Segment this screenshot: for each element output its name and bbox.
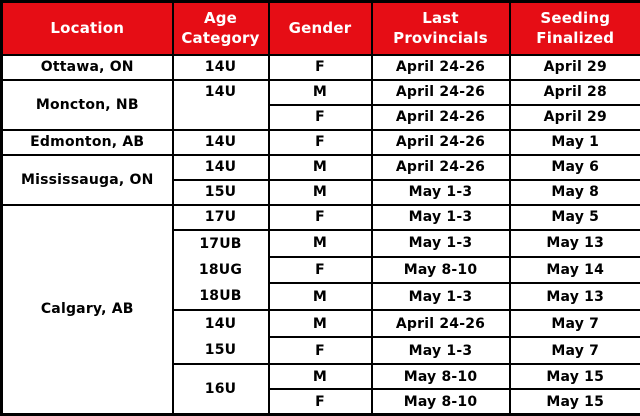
table-header-row: Location Age Category Gender Last Provin… bbox=[0, 0, 640, 56]
cell-seeding-finalized: May 6 bbox=[508, 153, 640, 181]
cell-seeding-finalized: May 1 bbox=[508, 128, 640, 156]
cell-gender: M bbox=[267, 309, 373, 339]
cell-gender: M bbox=[267, 228, 373, 258]
cell-last-provincials: May 8-10 bbox=[370, 363, 511, 391]
cell-last-provincials: April 24-26 bbox=[370, 309, 511, 339]
age-line: 14U bbox=[204, 316, 237, 333]
cell-age-category: 14U bbox=[171, 53, 270, 81]
cell-location: Calgary, AB bbox=[0, 203, 174, 416]
age-line: 17UB bbox=[199, 236, 242, 253]
cell-gender: F bbox=[267, 103, 373, 131]
cell-age-category: 15U bbox=[171, 178, 270, 206]
cell-gender: F bbox=[267, 128, 373, 156]
age-line: 18UB bbox=[199, 288, 242, 305]
table-row-calgary-18ug-f: F May 8-10 May 14 bbox=[2, 255, 640, 285]
cell-gender: M bbox=[267, 78, 373, 106]
cell-seeding-finalized: April 29 bbox=[508, 53, 640, 81]
cell-gender: F bbox=[267, 53, 373, 81]
cell-last-provincials: April 24-26 bbox=[370, 128, 511, 156]
cell-last-provincials: April 24-26 bbox=[370, 103, 511, 131]
cell-location: Ottawa, ON bbox=[0, 53, 174, 81]
cell-age-category: 14U bbox=[171, 128, 270, 156]
cell-age-category: 14U bbox=[171, 78, 270, 131]
table-row-mississauga-14u-m: Mississauga, ON 14U M April 24-26 May 6 bbox=[0, 153, 640, 206]
table-row-calgary-16u-m: 16U M May 8-10 May 15 bbox=[2, 363, 640, 416]
cell-last-provincials: May 1-3 bbox=[370, 178, 511, 206]
cell-last-provincials: May 8-10 bbox=[370, 388, 511, 416]
table-row-calgary-16u-f: F May 8-10 May 15 bbox=[2, 388, 640, 416]
cell-age-category-group: 17UB 18UG 18UB bbox=[171, 228, 270, 312]
header-cell-age-category: Age Category bbox=[171, 0, 270, 56]
cell-age-category-group: 14U 15U bbox=[171, 309, 270, 366]
cell-gender: M bbox=[267, 178, 373, 206]
table-row-calgary-18ub-m: M May 1-3 May 13 bbox=[2, 282, 640, 312]
cell-last-provincials: May 1-3 bbox=[370, 228, 511, 258]
header-cell-location: Location bbox=[0, 0, 174, 56]
cell-seeding-finalized: May 15 bbox=[508, 363, 640, 391]
cell-seeding-finalized: May 14 bbox=[508, 255, 640, 285]
cell-seeding-finalized: May 13 bbox=[508, 282, 640, 312]
cell-age-category: 17U bbox=[171, 203, 270, 231]
table-row-ottawa-14u-f: Ottawa, ON 14U F April 24-26 April 29 bbox=[0, 53, 640, 81]
cell-age-category: 16U bbox=[171, 363, 270, 416]
cell-gender: F bbox=[267, 336, 373, 366]
cell-last-provincials: April 24-26 bbox=[370, 53, 511, 81]
cell-seeding-finalized: May 7 bbox=[508, 309, 640, 339]
cell-gender: M bbox=[267, 153, 373, 181]
table-row-calgary-17ub-m: 17UB 18UG 18UB M May 1-3 May 13 bbox=[2, 228, 640, 312]
cell-seeding-finalized: April 29 bbox=[508, 103, 640, 131]
cell-seeding-finalized: May 15 bbox=[508, 388, 640, 416]
cell-last-provincials: May 8-10 bbox=[370, 255, 511, 285]
table-row-mississauga-15u-m: 15U M May 1-3 May 8 bbox=[2, 178, 640, 206]
table-row-calgary-14u-m: 14U 15U M April 24-26 May 7 bbox=[2, 309, 640, 366]
header-cell-last-provincials: Last Provincials bbox=[370, 0, 511, 56]
cell-age-category: 14U bbox=[171, 153, 270, 181]
cell-gender: F bbox=[267, 388, 373, 416]
cell-seeding-finalized: May 13 bbox=[508, 228, 640, 258]
table-row-moncton-14u-m: Moncton, NB 14U M April 24-26 April 28 bbox=[0, 78, 640, 131]
cell-last-provincials: May 1-3 bbox=[370, 203, 511, 231]
cell-gender: M bbox=[267, 282, 373, 312]
cell-last-provincials: April 24-26 bbox=[370, 153, 511, 181]
cell-location: Edmonton, AB bbox=[0, 128, 174, 156]
cell-last-provincials: May 1-3 bbox=[370, 336, 511, 366]
table-row-calgary-15u-f: F May 1-3 May 7 bbox=[2, 336, 640, 366]
cell-seeding-finalized: May 7 bbox=[508, 336, 640, 366]
cell-last-provincials: May 1-3 bbox=[370, 282, 511, 312]
age-line: 18UG bbox=[198, 262, 243, 279]
cell-seeding-finalized: May 8 bbox=[508, 178, 640, 206]
header-cell-gender: Gender bbox=[267, 0, 373, 56]
cell-gender: F bbox=[267, 203, 373, 231]
cell-seeding-finalized: April 28 bbox=[508, 78, 640, 106]
table-row-moncton-14u-f: F April 24-26 April 29 bbox=[2, 103, 640, 131]
header-cell-seeding-finalized: Seeding Finalized bbox=[508, 0, 640, 56]
cell-location: Mississauga, ON bbox=[0, 153, 174, 206]
cell-gender: M bbox=[267, 363, 373, 391]
cell-seeding-finalized: May 5 bbox=[508, 203, 640, 231]
cell-last-provincials: April 24-26 bbox=[370, 78, 511, 106]
cell-gender: F bbox=[267, 255, 373, 285]
cell-location: Moncton, NB bbox=[0, 78, 174, 131]
age-line: 15U bbox=[204, 342, 237, 359]
table-row-calgary-17u-f: Calgary, AB 17U F May 1-3 May 5 bbox=[0, 203, 640, 416]
table-row-edmonton-14u-f: Edmonton, AB 14U F April 24-26 May 1 bbox=[0, 128, 640, 156]
